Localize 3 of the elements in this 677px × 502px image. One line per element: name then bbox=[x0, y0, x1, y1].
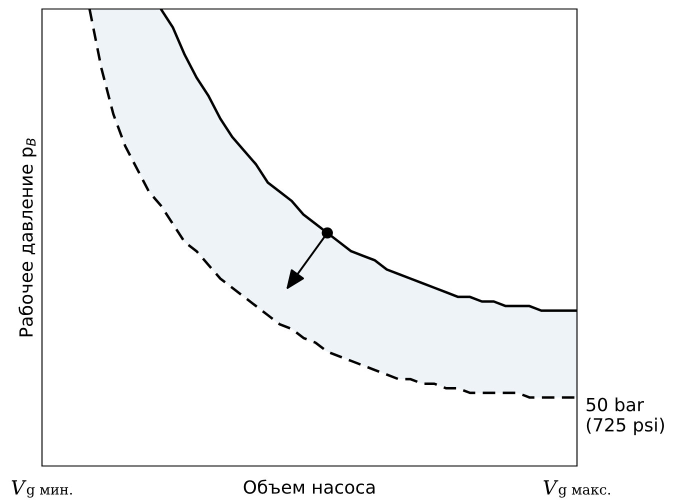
y-axis-title: Рабочее давление p$_{В}$ bbox=[18, 138, 36, 336]
annotation: 50 bar (725 psi) bbox=[586, 397, 664, 436]
x-axis-title: Объем насоса bbox=[244, 480, 375, 494]
